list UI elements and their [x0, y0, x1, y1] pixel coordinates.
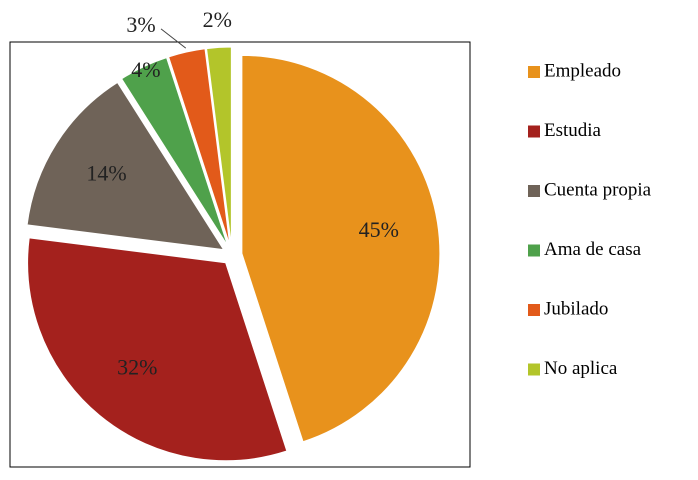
legend-swatch — [528, 363, 540, 376]
data-label: 45% — [359, 217, 399, 242]
plot-frame — [9, 41, 471, 468]
legend-label: Jubilado — [544, 298, 608, 319]
legend-label: Empleado — [544, 60, 621, 81]
pie-slice — [120, 57, 229, 247]
pie-slice — [205, 46, 232, 246]
legend-label: Cuenta propia — [544, 179, 652, 200]
data-label: 32% — [117, 355, 157, 380]
legend-label: Ama de casa — [544, 239, 642, 260]
legend-swatch — [528, 185, 540, 197]
leader-line — [160, 28, 187, 49]
data-label: 4% — [131, 57, 160, 82]
legend-swatch — [528, 304, 540, 316]
legend-label: Estudia — [544, 120, 602, 141]
legend-swatch — [528, 125, 540, 138]
legend-swatch — [528, 66, 540, 78]
pie-slice — [241, 54, 441, 443]
pie-slice — [26, 81, 225, 251]
pie-slice — [27, 237, 288, 462]
data-label: 2% — [203, 7, 232, 32]
pie-slice — [168, 48, 231, 246]
data-label: 14% — [86, 160, 126, 185]
legend-label: No aplica — [544, 358, 618, 379]
data-label: 3% — [126, 12, 155, 37]
legend-swatch — [528, 244, 540, 257]
